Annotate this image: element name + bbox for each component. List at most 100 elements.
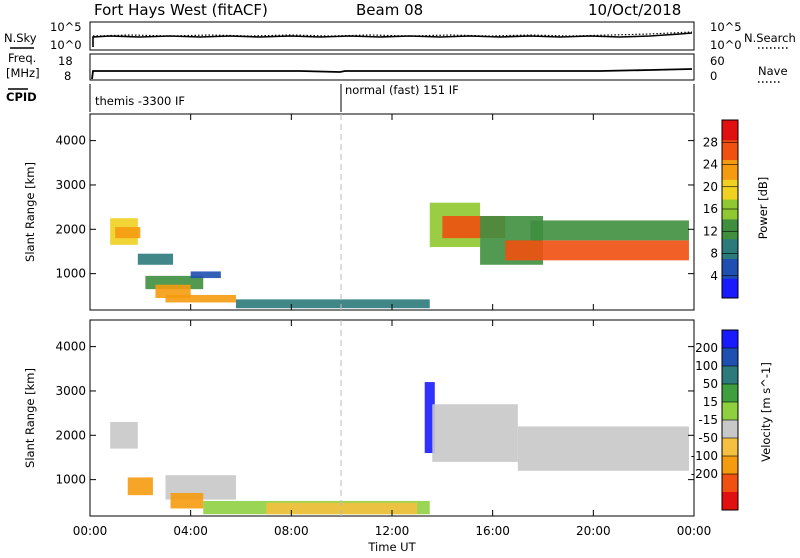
velocity-colorbar-segment-8 (722, 474, 738, 493)
velocity-colorbar-segment-2 (722, 366, 738, 385)
nsearch-trace (92, 31, 693, 37)
data-region-1 (127, 477, 153, 496)
power-y-axis: 1000 2000 3000 4000 (55, 134, 694, 281)
noise-tick-right-bottom: 10^0 (710, 38, 742, 52)
y-tick-label-3: 4000 (55, 340, 86, 354)
y-tick-label-2: 3000 (55, 178, 86, 192)
freq-label-line2: [MHz] (6, 66, 40, 80)
data-region-7 (235, 299, 430, 309)
nave-tick-top: 60 (710, 54, 725, 68)
power-colorbar-segment-5 (722, 179, 738, 200)
beam-title: Beam 08 (356, 1, 423, 19)
nave-label: Nave (758, 64, 788, 78)
velocity-colorbar-segment-9 (722, 492, 738, 511)
velocity-colorbar-segment-1 (722, 348, 738, 367)
power-colorbar-tick-label-4: 20 (703, 180, 718, 194)
velocity-colorbar-tick-label-7: -200 (691, 467, 718, 481)
data-region-2 (137, 253, 174, 265)
station-title: Fort Hays West (fitACF) (94, 1, 268, 19)
date-title: 10/Oct/2018 (588, 1, 681, 19)
velocity-colorbar-label: Velocity [m s^-1] (759, 362, 773, 462)
y-tick-label-0: 1000 (55, 473, 86, 487)
power-colorbar-tick-label-0: 4 (710, 269, 718, 283)
data-region-4 (155, 284, 191, 299)
cpid-segment-2: normal (fast) 151 IF (345, 83, 459, 97)
noise-tick-right-top: 10^5 (710, 20, 742, 34)
data-region-1 (115, 227, 141, 239)
velocity-y-label: Slant Range [km] (23, 368, 37, 468)
data-region-6 (190, 271, 221, 279)
data-region-5 (266, 502, 418, 515)
power-colorbar-segment-6 (722, 159, 738, 180)
velocity-panel: 1000 2000 3000 4000 Slant Range [km] (23, 319, 695, 517)
velocity-colorbar-segment-0 (722, 330, 738, 349)
velocity-heatmap (110, 382, 689, 515)
nsky-label: N.Sky (4, 31, 37, 45)
nsearch-label: N.Search (744, 31, 796, 45)
velocity-colorbar-tick-label-0: 200 (695, 341, 718, 355)
data-region-11 (505, 240, 689, 261)
power-colorbar-tick-label-3: 16 (703, 202, 718, 216)
y-tick-label-1: 2000 (55, 222, 86, 236)
power-y-label: Slant Range [km] (23, 162, 37, 262)
freq-trace (91, 68, 693, 80)
velocity-colorbar-segment-5 (722, 420, 738, 439)
velocity-colorbar-segment-7 (722, 456, 738, 475)
freq-panel: Freq. [MHz] 18 8 60 0 Nave (6, 51, 788, 83)
cpid-label: CPID (6, 90, 37, 104)
data-region-12 (530, 220, 689, 241)
power-heatmap (110, 202, 689, 309)
velocity-colorbar-segment-3 (722, 384, 738, 403)
x-axis: 00:00 04:00 08:00 12:00 16:00 20:00 00:00 (73, 114, 712, 538)
velocity-colorbar: 200 100 50 15 -15 -50 -100 -200 Velocity [m s^-… (691, 329, 773, 511)
data-region-7 (432, 404, 518, 462)
data-region-6 (424, 382, 435, 454)
velocity-colorbar-tick-label-4: -15 (698, 413, 718, 427)
noise-panel-frame (89, 21, 695, 51)
power-colorbar-segment-3 (722, 218, 738, 240)
y-tick-label-1: 2000 (55, 428, 86, 442)
velocity-colorbar-tick-label-6: -100 (691, 449, 718, 463)
nsky-trace (92, 32, 693, 47)
x-tick-label-6: 00:00 (677, 524, 712, 538)
velocity-colorbar-segment-6 (722, 438, 738, 457)
x-tick-label-1: 04:00 (173, 524, 208, 538)
data-region-5 (165, 294, 236, 303)
velocity-y-axis: 1000 2000 3000 4000 (55, 340, 694, 487)
power-colorbar-label: Power [dB] (756, 177, 770, 240)
power-colorbar-tick-label-2: 12 (703, 224, 718, 238)
y-tick-label-3: 4000 (55, 134, 86, 148)
power-colorbar-segment-1 (722, 258, 738, 279)
data-region-0 (110, 421, 138, 449)
velocity-colorbar-tick-label-1: 100 (695, 359, 718, 373)
velocity-colorbar-tick-label-5: -50 (698, 431, 718, 445)
power-colorbar: 4 8 12 16 20 24 28 Power [dB] (703, 119, 770, 299)
power-colorbar-segment-8 (722, 120, 738, 141)
power-colorbar-tick-label-1: 8 (710, 247, 718, 261)
cpid-strip: CPID themis -3300 IF normal (fast) 151 I… (6, 83, 695, 112)
power-colorbar-tick-label-5: 24 (703, 158, 718, 172)
noise-panel: N.Sky 10^5 10^0 10^5 10^0 N.Search (4, 20, 796, 52)
x-tick-label-2: 08:00 (274, 524, 309, 538)
data-region-8 (517, 426, 689, 471)
power-panel: 1000 2000 3000 4000 Slant Range [km] (23, 113, 695, 311)
noise-tick-left-top: 10^5 (50, 20, 82, 34)
data-region-3 (170, 492, 204, 509)
power-colorbar-segment-0 (722, 278, 738, 299)
freq-label-line1: Freq. (8, 51, 36, 65)
y-tick-label-0: 1000 (55, 267, 86, 281)
freq-panel-frame (89, 53, 695, 81)
power-colorbar-segment-7 (722, 139, 738, 161)
cpid-segment-1: themis -3300 IF (95, 94, 185, 108)
power-colorbar-segment-2 (722, 238, 738, 259)
velocity-colorbar-tick-label-3: 15 (703, 395, 718, 409)
velocity-colorbar-tick-label-2: 50 (703, 377, 718, 391)
noise-tick-left-bottom: 10^0 (50, 38, 82, 52)
freq-tick-bottom: 8 (64, 69, 71, 83)
freq-tick-top: 18 (58, 54, 73, 68)
x-axis-label: Time UT (367, 540, 416, 554)
power-colorbar-tick-label-6: 28 (703, 135, 718, 149)
x-tick-label-3: 12:00 (375, 524, 410, 538)
velocity-colorbar-segment-4 (722, 402, 738, 421)
